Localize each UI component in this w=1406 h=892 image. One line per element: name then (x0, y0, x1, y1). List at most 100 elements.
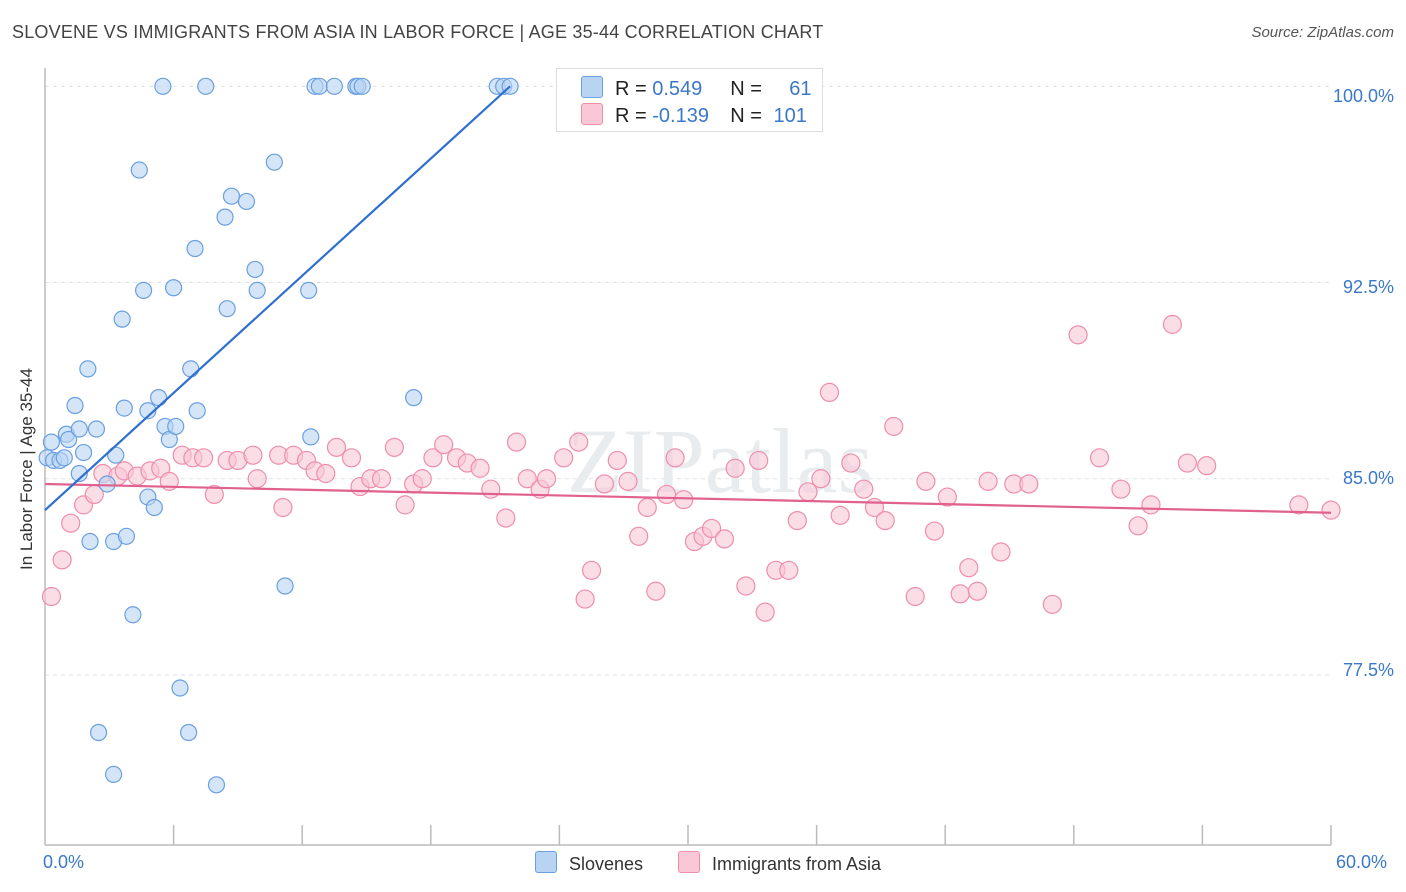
stats-row-asia: R = -0.139 N = 101 (581, 103, 818, 128)
immigrants-from-asia-point (646, 581, 666, 601)
slovenes-n-value: 61 (789, 78, 812, 100)
immigrants-from-asia-point (243, 445, 263, 465)
asia-legend-swatch (678, 851, 700, 873)
immigrants-from-asia-point (273, 497, 293, 518)
immigrants-from-asia-point (506, 432, 527, 452)
slovenes-point (130, 161, 148, 179)
slovenes-point (246, 260, 264, 279)
slovenes-point (405, 389, 423, 407)
slovenes-point (98, 475, 116, 493)
slovenes-point (237, 192, 256, 211)
slovenes-point (70, 464, 88, 483)
slovenes-point (117, 527, 136, 545)
slovenes-point (222, 187, 241, 205)
y-tick-label: 77.5% (1342, 660, 1394, 680)
immigrants-from-asia-point (755, 602, 775, 622)
immigrants-from-asia-point (875, 510, 895, 531)
slovenes-point (70, 420, 88, 438)
immigrants-from-asia-point (950, 584, 970, 604)
immigrants-from-asia-point (41, 586, 62, 607)
slovenes-point (154, 77, 172, 95)
immigrants-from-asia-point (536, 469, 557, 489)
immigrants-from-asia-point (629, 526, 649, 546)
slovenes-point (216, 208, 234, 226)
immigrants-from-asia-point (496, 508, 516, 528)
slovenes-trend-line (44, 85, 511, 511)
immigrants-from-asia-point (1019, 474, 1039, 494)
immigrants-from-asia-point (1162, 314, 1182, 334)
n-label: N = (730, 105, 768, 127)
immigrants-from-asia-point (481, 479, 501, 499)
slovenes-point (139, 402, 157, 420)
immigrants-from-asia-point (569, 432, 589, 452)
immigrants-from-asia-point (371, 469, 392, 489)
slovenes-point (353, 77, 371, 95)
slovenes-point (149, 389, 168, 407)
immigrants-from-asia-point (194, 448, 214, 468)
immigrants-from-asia-point (665, 448, 685, 468)
immigrants-from-asia-point (618, 471, 638, 491)
immigrants-from-asia-point (937, 487, 957, 507)
x-tick-marks (172, 825, 1332, 845)
immigrants-from-asia-point (811, 469, 831, 489)
immigrants-from-asia-point (412, 469, 432, 489)
r-label: R = (615, 105, 653, 127)
slovenes-point (165, 279, 183, 297)
immigrants-from-asia-point (884, 416, 904, 437)
stats-row-slovenes: R = 0.549 N = 61 (581, 76, 812, 101)
source-credit: Source: ZipAtlas.com (1251, 24, 1394, 41)
immigrants-from-asia-point (841, 453, 861, 473)
slovenes-legend-swatch (535, 851, 557, 873)
immigrants-from-asia-point (674, 490, 694, 510)
slovenes-point (207, 776, 226, 794)
slovenes-point (218, 300, 236, 318)
immigrants-from-asia-point (395, 495, 415, 515)
immigrants-from-asia-point (736, 576, 756, 596)
slovenes-point (302, 428, 320, 446)
immigrants-from-asia-point (61, 513, 81, 533)
slovenes-point (265, 153, 283, 171)
asia-n-value: 101 (773, 105, 807, 127)
stats-legend: R = 0.549 N = 61 R = -0.139 N = 101 (556, 68, 823, 132)
immigrants-from-asia-trend-line (44, 482, 1332, 514)
slovenes-point (42, 433, 61, 451)
immigrants-from-asia-point (1128, 516, 1148, 536)
x-tick-label-min: 0.0% (43, 852, 85, 872)
slovenes-point (81, 532, 99, 551)
legend-immigrants-from-asia: Immigrants from Asia (678, 851, 881, 875)
immigrants-from-asia-point (830, 505, 850, 525)
legend-slovenes: Slovenes (535, 851, 643, 875)
immigrants-from-asia-point (1177, 453, 1197, 473)
slovenes-point (300, 281, 318, 299)
immigrants-from-asia-point (1321, 500, 1341, 520)
immigrants-from-asia-point (607, 450, 627, 471)
slovenes-point (276, 577, 294, 595)
immigrants-from-asia-point (787, 510, 807, 531)
immigrants-from-asia-point (52, 550, 72, 570)
immigrants-from-asia-point (819, 382, 840, 403)
immigrants-from-asia-point (1068, 325, 1088, 345)
immigrants-from-asia-point (905, 586, 925, 607)
immigrants-from-asia-point (1111, 479, 1131, 499)
n-label: N = (730, 78, 768, 100)
immigrants-from-asia-point (434, 435, 454, 455)
y-tick-label: 100.0% (1332, 86, 1394, 106)
immigrants-from-asia-point (594, 474, 615, 494)
asia-legend-label: Immigrants from Asia (712, 854, 882, 874)
immigrants-from-asia-point (991, 542, 1011, 562)
gridlines (45, 85, 1331, 676)
slovenes-point (124, 606, 142, 624)
slovenes-point (107, 446, 125, 464)
immigrants-from-asia-point (749, 450, 769, 471)
slovenes-point (197, 77, 215, 95)
immigrants-from-asia-point (637, 497, 657, 518)
immigrants-from-asia-point (959, 558, 979, 578)
immigrants-from-asia-point (341, 448, 362, 468)
immigrants-from-asia-point (554, 448, 574, 468)
immigrants-from-asia-point (581, 560, 602, 580)
slovenes-point (180, 723, 198, 742)
slovenes-point (74, 443, 93, 462)
slovenes-point (79, 360, 97, 378)
immigrants-from-asia-point (575, 589, 595, 609)
immigrants-from-asia-point (1289, 495, 1309, 515)
